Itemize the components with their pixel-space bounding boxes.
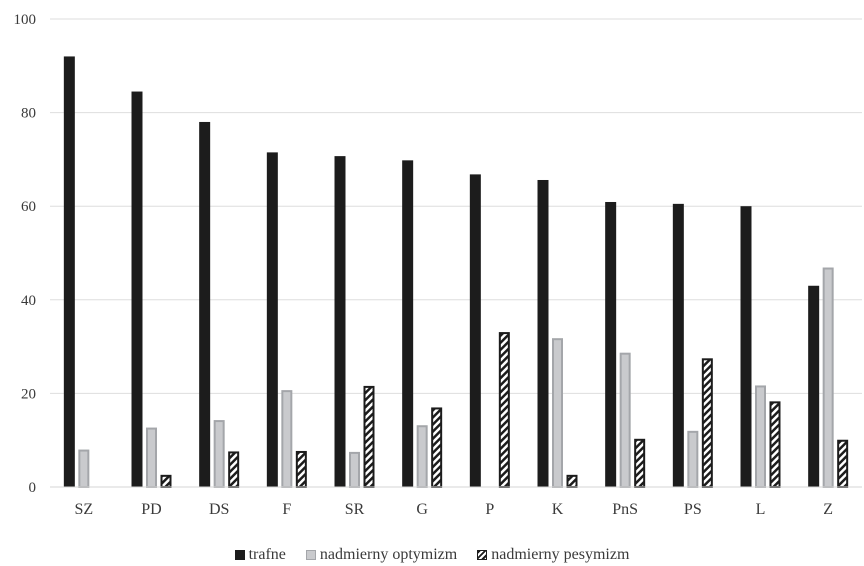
x-axis-ticks: SZ PD DS F SR G P K PnS PS L Z xyxy=(74,501,833,518)
bar-trafne-f xyxy=(266,152,278,487)
bar-trafne-l xyxy=(740,206,752,487)
bar-nadmierny-optymizm-sz xyxy=(78,449,90,488)
bar-trafne-p xyxy=(469,174,481,487)
x-tick-label: PD xyxy=(141,501,161,518)
legend-swatch-solid-icon xyxy=(234,550,245,560)
bar-trafne-pns xyxy=(605,201,617,487)
y-tick-label: 60 xyxy=(21,199,36,215)
bar-trafne-sz xyxy=(63,56,75,487)
x-tick-label: DS xyxy=(209,501,229,518)
gridlines xyxy=(50,18,862,394)
x-tick-label: PnS xyxy=(612,501,638,518)
bar-trafne-k xyxy=(537,179,549,487)
y-tick-label: 100 xyxy=(14,12,37,28)
bar-nadmierny-pesymizm-l xyxy=(769,401,781,488)
bar-nadmierny-pesymizm-pns xyxy=(634,438,646,488)
x-tick-label: Z xyxy=(823,501,833,518)
legend-item-nadmierny-pesymizm: nadmierny pesymizm xyxy=(477,546,629,564)
y-tick-label: 20 xyxy=(21,386,36,402)
bar-trafne-z xyxy=(808,285,820,487)
x-tick-label: SZ xyxy=(74,501,93,518)
bar-trafne-sr xyxy=(334,156,346,487)
bars xyxy=(63,56,849,489)
bar-nadmierny-optymizm-g xyxy=(416,425,428,488)
x-tick-label: PS xyxy=(684,501,702,518)
bar-nadmierny-pesymizm-pd xyxy=(160,474,172,489)
x-tick-label: L xyxy=(756,501,766,518)
x-tick-label: F xyxy=(282,501,291,518)
bar-nadmierny-pesymizm-f xyxy=(295,450,307,488)
legend-label: nadmierny optymizm xyxy=(319,546,458,563)
y-tick-label: 40 xyxy=(21,293,36,309)
bar-chart: 0 20 40 60 80 100 SZ PD DS F SR G P K PnS PS L Z xyxy=(14,12,862,518)
bar-trafne-g xyxy=(402,160,414,487)
bar-nadmierny-optymizm-f xyxy=(281,390,293,488)
legend-swatch-hatched-icon xyxy=(477,550,488,560)
legend-label: trafne xyxy=(248,546,286,563)
bar-nadmierny-pesymizm-p xyxy=(498,332,510,489)
bar-nadmierny-pesymizm-ps xyxy=(701,358,713,488)
y-axis-ticks: 0 20 40 60 80 100 xyxy=(14,12,37,496)
bar-nadmierny-optymizm-sr xyxy=(349,451,360,488)
bar-nadmierny-pesymizm-z xyxy=(837,439,849,488)
bar-nadmierny-optymizm-z xyxy=(822,267,834,488)
legend-swatch-outlined-icon xyxy=(305,550,316,560)
legend: trafne nadmierny optymizm nadmierny pesy… xyxy=(0,544,864,566)
bar-nadmierny-pesymizm-ds xyxy=(228,451,240,489)
bar-nadmierny-optymizm-ps xyxy=(687,430,699,488)
x-tick-label: G xyxy=(416,501,428,518)
legend-item-trafne: trafne xyxy=(234,546,286,564)
x-tick-label: K xyxy=(552,501,564,518)
y-tick-label: 0 xyxy=(29,480,37,496)
legend-item-nadmierny-optymizm: nadmierny optymizm xyxy=(305,546,458,564)
bar-trafne-pd xyxy=(131,91,143,487)
x-tick-label: P xyxy=(485,501,494,518)
bar-nadmierny-pesymizm-sr xyxy=(363,385,375,488)
x-tick-label: SR xyxy=(345,501,365,518)
bar-nadmierny-optymizm-pd xyxy=(146,427,157,488)
bar-nadmierny-optymizm-k xyxy=(552,338,563,488)
bar-nadmierny-optymizm-l xyxy=(755,385,766,488)
bar-trafne-ds xyxy=(199,121,211,488)
bar-trafne-ps xyxy=(672,203,684,488)
bar-nadmierny-optymizm-pns xyxy=(619,352,631,488)
legend-label: nadmierny pesymizm xyxy=(491,546,630,563)
y-tick-label: 80 xyxy=(21,106,36,122)
bar-nadmierny-pesymizm-k xyxy=(566,474,578,489)
bar-nadmierny-optymizm-ds xyxy=(213,420,225,488)
bar-nadmierny-pesymizm-g xyxy=(431,407,443,488)
